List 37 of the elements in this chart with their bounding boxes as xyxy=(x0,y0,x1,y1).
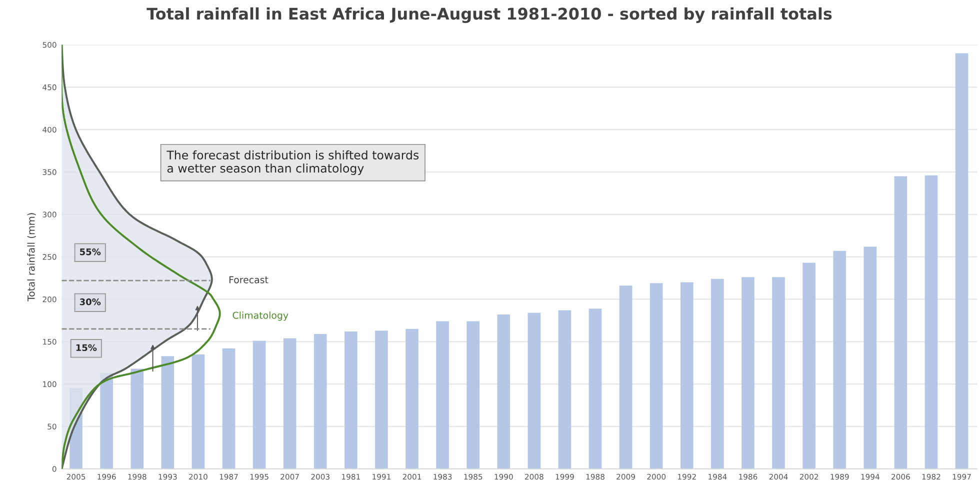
series-label: Climatology xyxy=(232,312,288,321)
bar xyxy=(344,331,358,469)
y-axis-title: Total rainfall (mm) xyxy=(27,213,36,302)
bar xyxy=(711,278,724,469)
bar xyxy=(955,53,968,469)
bar xyxy=(161,356,174,469)
bar xyxy=(436,321,449,469)
bar xyxy=(924,175,938,469)
bar xyxy=(772,277,785,469)
bar xyxy=(466,321,480,469)
bar xyxy=(528,312,541,469)
bar xyxy=(864,246,877,469)
series-label: Forecast xyxy=(229,276,268,284)
bar xyxy=(222,348,236,469)
bar xyxy=(650,283,663,469)
bar xyxy=(497,314,510,469)
bar xyxy=(619,286,632,469)
bar xyxy=(588,308,602,469)
bar xyxy=(406,328,418,469)
bar xyxy=(802,262,816,469)
bar xyxy=(283,338,296,469)
annotation: The forecast distribution is shifted towards a wetter season than climatology xyxy=(166,150,419,175)
bar xyxy=(252,340,266,469)
bar xyxy=(130,368,144,469)
bar xyxy=(100,373,113,469)
annotation: 55% xyxy=(80,248,101,256)
bar xyxy=(894,176,908,469)
bar xyxy=(558,310,572,469)
bar xyxy=(833,250,846,469)
bar xyxy=(375,330,388,469)
annotation: 15% xyxy=(76,344,97,352)
chart-title: Total rainfall in East Africa June-August 1981-2010 - sorted by rainfall totals xyxy=(146,7,832,23)
annotation: 30% xyxy=(80,298,101,306)
bar xyxy=(742,277,754,469)
bar xyxy=(314,334,327,469)
bar xyxy=(192,354,205,469)
bar xyxy=(680,282,694,469)
